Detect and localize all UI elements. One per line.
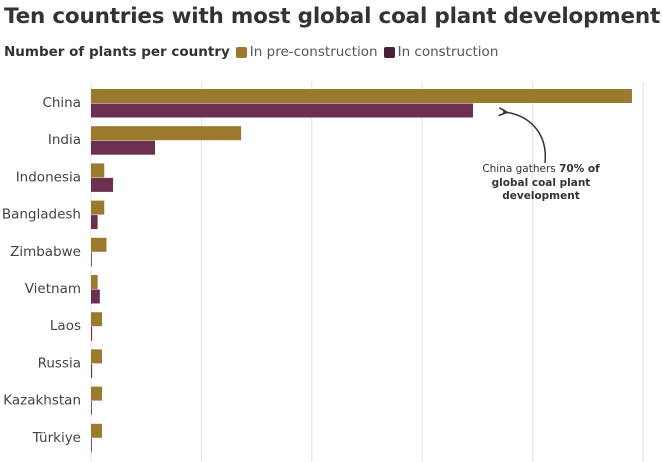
- bar-china-in-pre-construction[interactable]: [91, 89, 632, 103]
- bar-laos-in-pre-construction[interactable]: [91, 312, 103, 327]
- category-label-laos: Laos: [50, 318, 81, 334]
- category-label-indonesia: Indonesia: [16, 169, 81, 185]
- bar-india-in-construction[interactable]: [91, 140, 156, 155]
- bar-laos-in-construction[interactable]: [91, 326, 93, 341]
- chart-title: Ten countries with most global coal plan…: [4, 4, 661, 29]
- bar-vietnam-in-pre-construction[interactable]: [91, 275, 98, 289]
- bar-kazakhstan-in-construction[interactable]: [91, 401, 92, 416]
- legend-label-construction: In construction: [397, 44, 499, 60]
- bar-indonesia-in-construction[interactable]: [91, 177, 114, 192]
- category-label-zimbabwe: Zimbabwe: [10, 244, 81, 260]
- category-label-bangladesh: Bangladesh: [2, 207, 81, 223]
- category-label-russia: Russia: [38, 355, 81, 371]
- bar-kazakhstan-in-pre-construction[interactable]: [91, 386, 103, 401]
- legend-swatch-pre-construction: [235, 46, 247, 58]
- bar-india-in-pre-construction[interactable]: [91, 126, 242, 141]
- bar-vietnam-in-construction[interactable]: [91, 289, 100, 304]
- category-label-t-rkiye: Türkiye: [32, 430, 81, 446]
- annotation-highlight: 70% of global coal plant development: [491, 163, 600, 202]
- bar-russia-in-pre-construction[interactable]: [91, 349, 103, 364]
- annotation: China gathers 70% of global coal plant d…: [466, 163, 616, 204]
- bar-china-in-construction[interactable]: [91, 103, 473, 118]
- category-label-india: India: [48, 132, 81, 148]
- category-label-vietnam: Vietnam: [25, 281, 81, 297]
- legend-label-pre-construction: In pre-construction: [249, 44, 378, 60]
- category-label-kazakhstan: Kazakhstan: [3, 393, 81, 409]
- bar-zimbabwe-in-pre-construction[interactable]: [91, 237, 107, 252]
- legend-lead: Number of plants per country: [4, 44, 230, 60]
- bar-zimbabwe-in-construction[interactable]: [91, 252, 92, 267]
- category-label-china: China: [42, 95, 81, 111]
- bar-bangladesh-in-pre-construction[interactable]: [91, 200, 105, 215]
- bar-bangladesh-in-construction[interactable]: [91, 215, 98, 230]
- legend-swatch-construction: [383, 46, 395, 58]
- legend-item-construction[interactable]: In construction: [383, 44, 499, 60]
- legend-item-pre-construction[interactable]: In pre-construction: [235, 44, 378, 60]
- bar-russia-in-construction[interactable]: [91, 363, 93, 378]
- annotation-text: China gathers: [482, 163, 556, 175]
- bar-t-rkiye-in-pre-construction[interactable]: [91, 423, 103, 438]
- legend: Number of plants per country In pre-cons…: [4, 44, 504, 60]
- bar-indonesia-in-pre-construction[interactable]: [91, 163, 105, 178]
- bar-t-rkiye-in-construction[interactable]: [91, 438, 92, 453]
- annotation-arrow: [503, 112, 546, 164]
